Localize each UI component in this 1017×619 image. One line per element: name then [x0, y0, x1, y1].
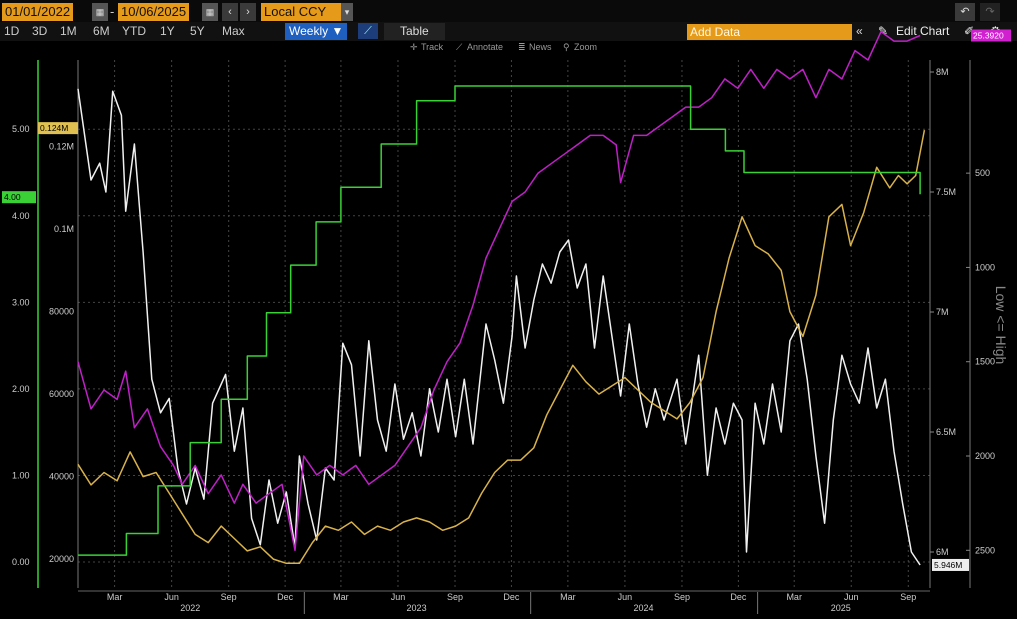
right-outer-tick-label: 1000: [975, 262, 995, 272]
left-outer-tick-label: 1.00: [12, 470, 30, 480]
left-inner-tick-label: 80000: [49, 307, 74, 317]
right-inner-tick-label: 7.5M: [936, 187, 956, 197]
right-inner-tick-label: 6M: [936, 547, 949, 557]
add-data-input[interactable]: Add Data: [687, 24, 852, 40]
right-outer-last-value-bg: [971, 29, 1011, 42]
calendar-icon-end[interactable]: ▦: [202, 3, 218, 21]
x-month-tick-label: Mar: [333, 592, 349, 602]
prev-arrow-icon[interactable]: ‹: [222, 3, 238, 21]
annotate-button[interactable]: Annotate: [467, 42, 504, 52]
chart-series: [77, 30, 926, 566]
right-inner-tick-label: 8M: [936, 67, 949, 77]
end-date-field[interactable]: 10/06/2025: [118, 3, 190, 21]
right-outer-last-value: 25.3920: [973, 30, 1004, 40]
collapse-icon[interactable]: «: [856, 24, 863, 38]
line-chart-icon[interactable]: ⟋: [358, 23, 378, 39]
right-inner-last-value-bg: [932, 558, 969, 571]
x-month-tick-label: Sep: [674, 592, 690, 602]
left-outer-last-value-bg: [2, 191, 36, 204]
range-1d[interactable]: 1D: [4, 24, 20, 38]
edit-icon[interactable]: ✐: [964, 24, 975, 38]
x-month-tick-label: Mar: [786, 592, 802, 602]
chart-labels: Mar Jun Sep Dec Mar Jun Sep Dec Mar Jun Sep Dec Mar J…: [2, 29, 1011, 613]
zoom-icon[interactable]: ⚲: [563, 42, 570, 52]
x-year-label: 2024: [634, 603, 654, 613]
period-select[interactable]: Weekly ▼: [285, 23, 348, 40]
x-month-tick-label: Sep: [900, 592, 916, 602]
left-outer-tick-label: 4.00: [12, 211, 30, 221]
redo-icon[interactable]: ↷: [980, 3, 1000, 21]
chart-grid: [78, 60, 930, 588]
range-3d[interactable]: 3D: [32, 24, 48, 38]
x-month-tick-label: Sep: [447, 592, 463, 602]
left-inner-last-value-bg: [38, 122, 78, 135]
range-5y[interactable]: 5Y: [190, 24, 205, 38]
range-max[interactable]: Max: [222, 24, 245, 38]
left-outer-tick-label: 3.00: [12, 297, 30, 307]
series-line-3: [78, 85, 921, 556]
left-inner-tick-label: 20000: [49, 554, 74, 564]
x-month-tick-label: Jun: [844, 592, 859, 602]
chart-axes: [37, 60, 971, 614]
track-button[interactable]: Track: [421, 42, 444, 52]
x-month-tick-label: Mar: [560, 592, 576, 602]
annotate-icon[interactable]: ⟋: [456, 42, 463, 52]
right-inner-last-value: 5.946M: [934, 560, 962, 570]
start-date-field[interactable]: 01/01/2022: [2, 3, 74, 21]
table-button[interactable]: Table: [384, 23, 445, 40]
track-icon[interactable]: ✛: [410, 42, 418, 52]
zoom-button[interactable]: Zoom: [574, 42, 598, 52]
left-inner-tick-label: 60000: [49, 389, 74, 399]
date-separator: -: [110, 4, 115, 19]
left-inner-tick-label: 0.1M: [54, 224, 74, 234]
x-month-tick-label: Dec: [277, 592, 294, 602]
left-inner-last-value: 0.124M: [40, 123, 68, 133]
x-month-tick-label: Sep: [221, 592, 237, 602]
range-6m[interactable]: 6M: [93, 24, 110, 38]
right-axis-title: Low <= High: [993, 286, 1009, 365]
range-ytd[interactable]: YTD: [122, 24, 146, 38]
left-outer-last-value: 4.00: [4, 192, 21, 202]
left-outer-tick-label: 2.00: [12, 384, 30, 394]
x-month-tick-label: Jun: [391, 592, 406, 602]
calendar-icon[interactable]: ▦: [92, 3, 108, 21]
right-outer-tick-label: 2000: [975, 451, 995, 461]
left-inner-tick-label: 0.12M: [49, 142, 74, 152]
right-outer-tick-label: 1500: [975, 357, 995, 367]
top-toolbar: 01/01/2022 ▦ - 10/06/2025 ▦ ‹ › Local CC…: [0, 0, 1017, 22]
range-1m[interactable]: 1M: [60, 24, 77, 38]
right-outer-tick-label: 2500: [975, 545, 995, 555]
right-inner-tick-label: 7M: [936, 307, 949, 317]
x-month-tick-label: Dec: [503, 592, 520, 602]
news-button[interactable]: News: [529, 42, 552, 52]
right-inner-tick-label: 6.5M: [936, 427, 956, 437]
pencil-icon[interactable]: ✎: [878, 24, 889, 38]
left-outer-tick-label: 0.00: [12, 557, 30, 567]
next-arrow-icon[interactable]: ›: [240, 3, 256, 21]
series-line-0: [77, 88, 921, 566]
edit-chart-button[interactable]: Edit Chart: [896, 24, 950, 38]
left-inner-tick-label: 40000: [49, 472, 74, 482]
x-month-tick-label: Dec: [730, 592, 747, 602]
x-year-label: 2022: [180, 603, 200, 613]
range-1y[interactable]: 1Y: [160, 24, 175, 38]
x-year-label: 2025: [831, 603, 851, 613]
undo-icon[interactable]: ↶: [955, 3, 975, 21]
x-month-tick-label: Mar: [107, 592, 123, 602]
x-year-label: 2023: [407, 603, 427, 613]
series-line-1: [77, 30, 921, 552]
right-outer-tick-label: 500: [975, 168, 990, 178]
currency-select[interactable]: Local CCY: [261, 3, 347, 21]
news-icon[interactable]: ≣: [518, 42, 526, 52]
series-line-2: [77, 129, 926, 565]
chevron-down-icon[interactable]: ▾: [341, 3, 353, 21]
x-month-tick-label: Jun: [164, 592, 179, 602]
x-month-tick-label: Jun: [618, 592, 633, 602]
left-outer-tick-label: 5.00: [12, 124, 30, 134]
